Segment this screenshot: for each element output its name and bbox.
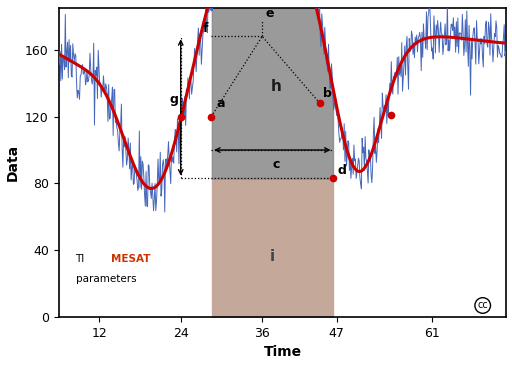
- Text: parameters: parameters: [76, 274, 136, 284]
- Text: a: a: [217, 97, 225, 110]
- Text: cc: cc: [477, 300, 488, 311]
- Text: TI: TI: [76, 254, 85, 264]
- Y-axis label: Data: Data: [6, 144, 19, 181]
- Text: g: g: [169, 92, 178, 105]
- Text: b: b: [323, 87, 332, 100]
- Text: h: h: [270, 79, 281, 94]
- Text: e: e: [266, 7, 274, 20]
- Text: c: c: [272, 158, 280, 171]
- Text: i: i: [270, 250, 275, 265]
- X-axis label: Time: Time: [264, 345, 302, 360]
- Text: MESAT: MESAT: [111, 254, 151, 264]
- Text: f: f: [202, 22, 208, 35]
- Text: d: d: [337, 164, 346, 177]
